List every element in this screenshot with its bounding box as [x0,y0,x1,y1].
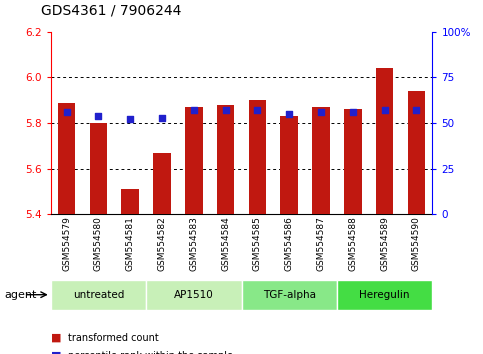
Point [63,109,71,115]
Text: GSM554580: GSM554580 [94,216,103,271]
Bar [408,91,425,214]
Text: agent: agent [5,290,37,300]
Text: GSM554588: GSM554588 [348,216,357,271]
Text: ■: ■ [51,351,61,354]
Text: GDS4361 / 7906244: GDS4361 / 7906244 [41,4,182,18]
Text: GSM554583: GSM554583 [189,216,199,271]
Bar [376,68,393,214]
Point [158,115,166,120]
Text: GSM554582: GSM554582 [157,216,167,271]
Bar [312,107,330,214]
Bar [185,107,202,214]
Text: untreated: untreated [73,290,124,300]
Text: GSM554579: GSM554579 [62,216,71,271]
Text: GSM554585: GSM554585 [253,216,262,271]
Text: percentile rank within the sample: percentile rank within the sample [68,351,233,354]
Bar [58,103,75,214]
Bar [242,280,337,310]
Point [190,107,198,113]
Point [349,109,356,115]
Bar [153,153,171,214]
Text: ■: ■ [51,333,61,343]
Text: AP1510: AP1510 [174,290,213,300]
Point [285,111,293,117]
Text: Heregulin: Heregulin [359,290,410,300]
Point [317,109,325,115]
Text: GSM554581: GSM554581 [126,216,135,271]
Bar [344,109,362,214]
Bar [281,116,298,214]
Point [222,107,229,113]
Bar [146,280,242,310]
Text: GSM554584: GSM554584 [221,216,230,271]
Text: GSM554589: GSM554589 [380,216,389,271]
Bar [121,189,139,214]
Bar [90,123,107,214]
Point [412,107,420,113]
Text: GSM554586: GSM554586 [284,216,294,271]
Point [127,116,134,122]
Point [381,107,388,113]
Point [254,107,261,113]
Point [95,113,102,119]
Bar [217,105,234,214]
Bar [337,280,432,310]
Text: GSM554590: GSM554590 [412,216,421,271]
Text: GSM554587: GSM554587 [316,216,326,271]
Bar [249,100,266,214]
Text: TGF-alpha: TGF-alpha [263,290,316,300]
Bar [51,280,146,310]
Text: transformed count: transformed count [68,333,158,343]
